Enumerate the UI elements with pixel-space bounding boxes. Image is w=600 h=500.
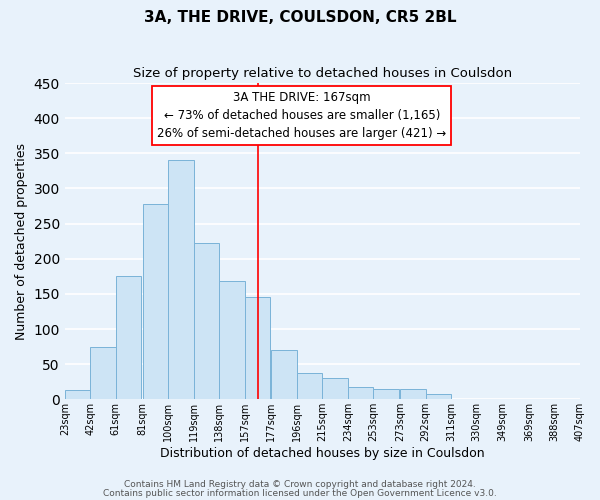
Bar: [297, 372, 322, 400]
Text: 3A THE DRIVE: 167sqm
← 73% of detached houses are smaller (1,165)
26% of semi-de: 3A THE DRIVE: 167sqm ← 73% of detached h…: [157, 91, 446, 140]
Bar: [143, 204, 168, 400]
Text: Contains HM Land Registry data © Crown copyright and database right 2024.: Contains HM Land Registry data © Crown c…: [124, 480, 476, 489]
Bar: [322, 378, 348, 400]
Bar: [426, 394, 451, 400]
Y-axis label: Number of detached properties: Number of detached properties: [15, 142, 28, 340]
Bar: [194, 244, 219, 400]
Bar: [271, 350, 297, 400]
Bar: [90, 346, 116, 400]
X-axis label: Distribution of detached houses by size in Coulsdon: Distribution of detached houses by size …: [160, 447, 485, 460]
Bar: [168, 160, 194, 400]
Bar: [65, 390, 90, 400]
Title: Size of property relative to detached houses in Coulsdon: Size of property relative to detached ho…: [133, 68, 512, 80]
Bar: [373, 390, 399, 400]
Text: 3A, THE DRIVE, COULSDON, CR5 2BL: 3A, THE DRIVE, COULSDON, CR5 2BL: [144, 10, 456, 25]
Bar: [245, 298, 270, 400]
Bar: [348, 386, 373, 400]
Bar: [219, 281, 245, 400]
Bar: [116, 276, 141, 400]
Bar: [400, 389, 426, 400]
Text: Contains public sector information licensed under the Open Government Licence v3: Contains public sector information licen…: [103, 488, 497, 498]
